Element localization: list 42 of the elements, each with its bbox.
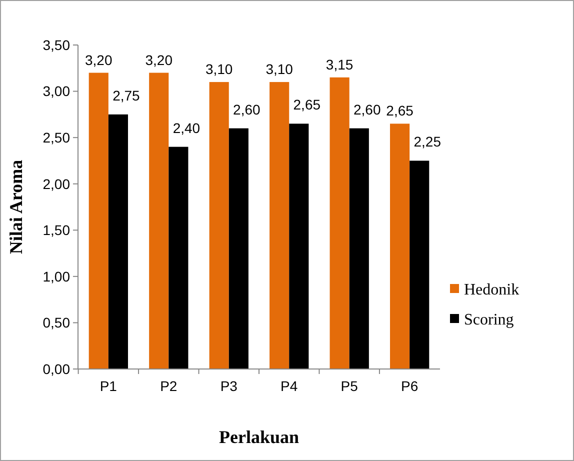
y-tick-label: 2,50 bbox=[42, 129, 70, 146]
bar bbox=[209, 82, 229, 369]
data-label: 2,60 bbox=[354, 101, 381, 118]
data-label: 3,10 bbox=[266, 61, 294, 78]
bar bbox=[88, 72, 108, 369]
y-tick-label: 1,00 bbox=[42, 268, 70, 284]
data-label: 2,75 bbox=[112, 87, 140, 104]
bar bbox=[270, 82, 290, 369]
legend-label: Hedonik bbox=[464, 282, 520, 299]
x-tick-label: P3 bbox=[220, 378, 238, 394]
y-tick-label: 3,00 bbox=[42, 83, 70, 100]
y-tick-label: 0,00 bbox=[42, 360, 70, 377]
bar bbox=[390, 124, 410, 369]
legend-label: Scoring bbox=[464, 312, 514, 329]
x-tick-label: P5 bbox=[340, 378, 358, 394]
x-tick-label: P2 bbox=[160, 378, 178, 394]
bar bbox=[410, 160, 430, 369]
bar bbox=[349, 128, 369, 369]
bar bbox=[108, 114, 128, 369]
bar bbox=[330, 77, 350, 369]
bar bbox=[168, 146, 188, 369]
bar bbox=[149, 72, 169, 369]
data-label: 2,60 bbox=[233, 101, 261, 118]
y-tick-label: 3,50 bbox=[42, 36, 70, 53]
y-axis-title: Nilai Aroma bbox=[6, 160, 26, 254]
data-label: 2,65 bbox=[293, 96, 321, 113]
data-label: 2,65 bbox=[386, 102, 414, 119]
data-label: 3,20 bbox=[145, 52, 173, 68]
x-tick-label: P4 bbox=[280, 378, 298, 394]
y-tick-label: 2,00 bbox=[42, 176, 70, 192]
data-label: 3,20 bbox=[85, 52, 112, 68]
y-tick-label: 1,50 bbox=[42, 222, 70, 238]
data-label: 2,40 bbox=[172, 120, 200, 136]
x-axis-title: Perlakuan bbox=[218, 427, 300, 447]
x-tick-label: P6 bbox=[401, 378, 418, 394]
data-label: 3,15 bbox=[326, 56, 354, 72]
data-label: 2,25 bbox=[414, 134, 442, 150]
x-tick-label: P1 bbox=[100, 378, 118, 394]
bar bbox=[289, 124, 309, 369]
bar bbox=[228, 128, 248, 369]
y-tick-label: 0,50 bbox=[42, 314, 70, 331]
data-label: 3,10 bbox=[205, 61, 233, 78]
